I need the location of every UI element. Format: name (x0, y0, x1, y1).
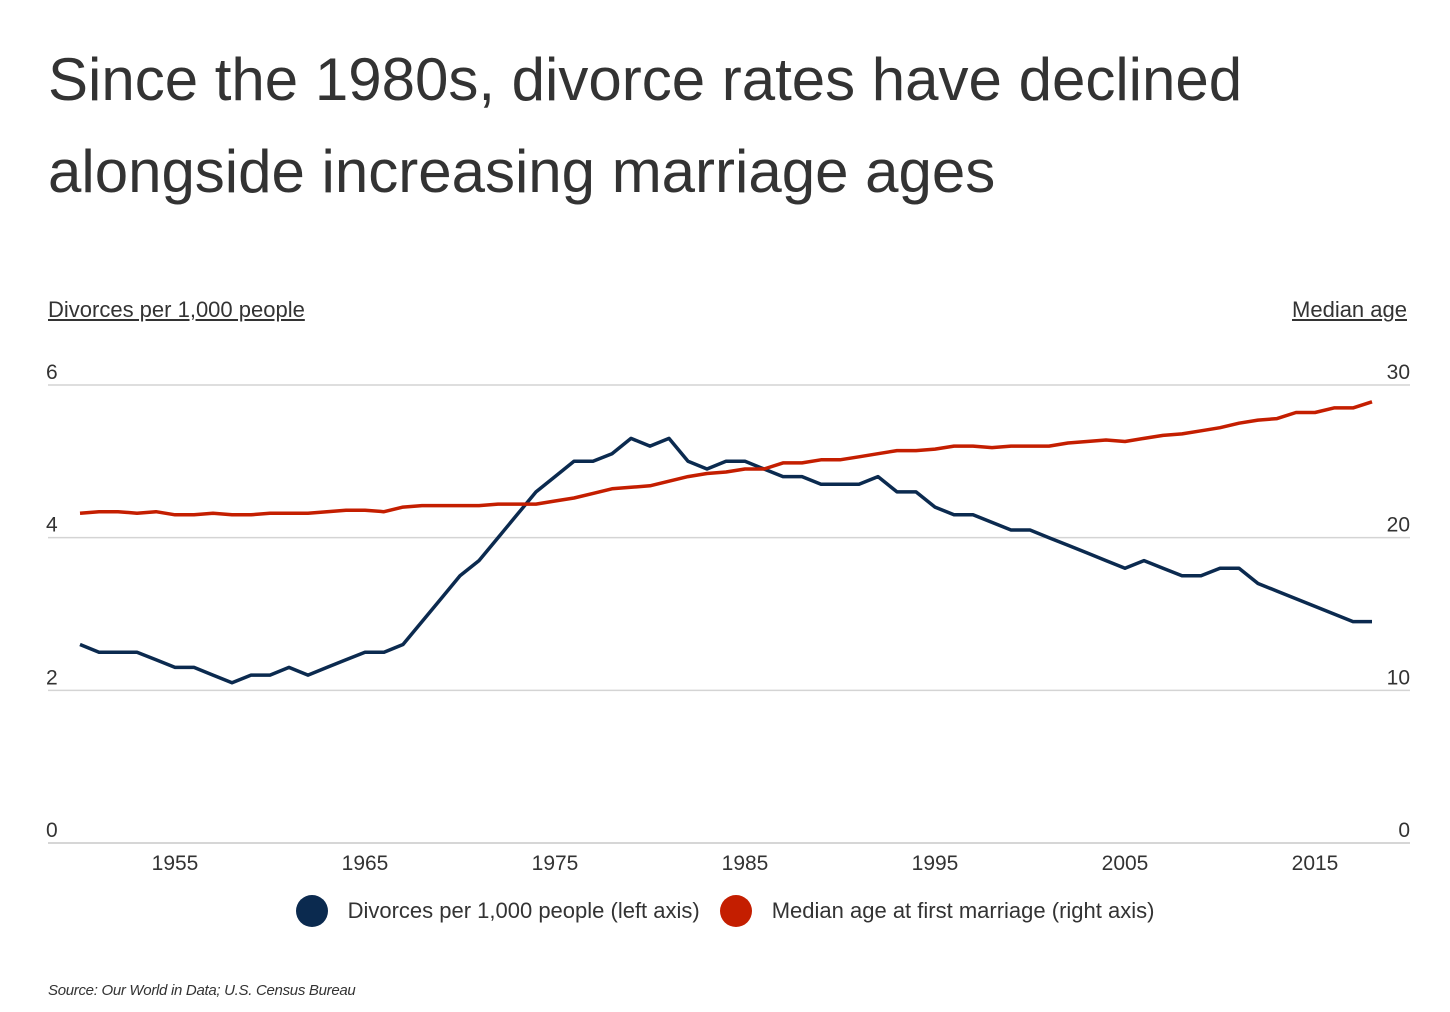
right-axis-tick-label: 10 (1387, 666, 1410, 689)
x-axis-tick-label: 1995 (912, 852, 959, 875)
x-axis-tick-label: 2015 (1292, 852, 1339, 875)
left-axis-title: Divorces per 1,000 people (48, 297, 305, 322)
left-axis-tick-label: 2 (46, 666, 58, 689)
x-axis-tick-label: 1985 (722, 852, 769, 875)
right-axis-tick-label: 20 (1387, 514, 1410, 537)
divorces-line (79, 436, 1372, 685)
right-axis-tick-label: 30 (1387, 361, 1410, 384)
source-note: Source: Our World in Data; U.S. Census B… (48, 982, 356, 999)
median-age-line (79, 400, 1373, 517)
legend-label-divorces: Divorces per 1,000 people (left axis) (347, 898, 700, 923)
right-axis-tick-label: 0 (1398, 819, 1410, 842)
x-axis-tick-label: 2005 (1102, 852, 1149, 875)
x-axis-tick-label: 1975 (532, 852, 579, 875)
chart-title: Since the 1980s, divorce rates have decl… (48, 46, 1243, 205)
legend: Divorces per 1,000 people (left axis) Me… (0, 895, 1450, 927)
x-axis-tick-label: 1965 (342, 852, 389, 875)
legend-item-median-age: Median age at first marriage (right axis… (719, 895, 1155, 927)
right-axis-title: Median age (1292, 297, 1407, 322)
legend-dot-divorces (295, 895, 328, 927)
x-axis-tick-label: 1955 (152, 852, 199, 875)
left-axis-tick-label: 6 (46, 361, 58, 384)
legend-label-median-age: Median age at first marriage (right axis… (771, 898, 1155, 923)
left-axis-tick-label: 0 (46, 819, 58, 842)
legend-dot-median-age (719, 895, 752, 927)
left-axis-tick-label: 4 (46, 514, 58, 537)
legend-item-divorces: Divorces per 1,000 people (left axis) (295, 895, 700, 927)
